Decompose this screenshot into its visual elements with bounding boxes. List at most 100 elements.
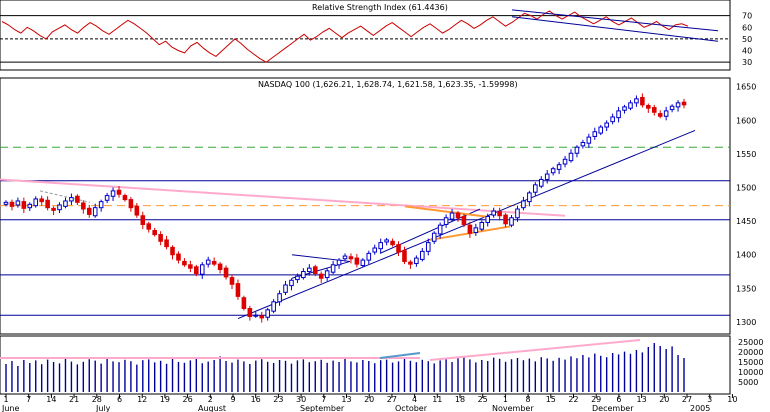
- candle-body: [27, 203, 33, 209]
- candle-body: [247, 307, 253, 318]
- volume-tick-label: 20000: [738, 348, 763, 357]
- price-title: NASDAQ 100 (1,626.21, 1,628.74, 1,621.58…: [258, 80, 518, 89]
- rsi-y-axis: 30 40 50 60 70: [742, 12, 752, 68]
- x-day-label: 20: [659, 395, 669, 404]
- x-day-label: 16: [251, 395, 261, 404]
- candle-body: [51, 207, 56, 211]
- rsi-channel-lower: [511, 16, 719, 42]
- rsi-channel: [511, 9, 719, 42]
- x-day-label: 25: [478, 395, 488, 404]
- candle-body: [81, 202, 86, 210]
- candle-body: [241, 297, 247, 309]
- candle-body: [235, 283, 241, 297]
- candle-body: [146, 223, 152, 230]
- candle-body: [503, 214, 508, 225]
- candle-body: [515, 208, 520, 219]
- candle-body: [9, 201, 15, 207]
- x-day-label: 10: [727, 395, 737, 404]
- candle-body: [580, 141, 586, 147]
- rsi-panel: Relative Strength Index (61.4436) 30 40 50…: [0, 0, 752, 71]
- x-day-label: 4: [412, 395, 417, 404]
- candle-body: [229, 277, 235, 285]
- rsi-tick-label: 60: [742, 23, 752, 32]
- candle-body: [289, 279, 294, 287]
- x-day-label: 1: [3, 395, 8, 404]
- x-month-label: June: [1, 404, 20, 412]
- x-day-label: 1: [503, 395, 508, 404]
- price-tick-label: 1450: [736, 217, 756, 226]
- x-day-label: 6: [117, 395, 122, 404]
- x-month-label: 2005: [690, 404, 710, 412]
- uptrend-line: [237, 129, 696, 320]
- candle-body: [265, 309, 270, 318]
- volume-trend-pink-2: [429, 339, 641, 361]
- x-day-label: 27: [387, 395, 397, 404]
- candle-body: [307, 267, 312, 273]
- candle-body: [98, 201, 104, 209]
- candle-body: [69, 197, 74, 202]
- candle-body: [443, 217, 449, 225]
- candle-body: [431, 232, 437, 242]
- candle-body: [622, 106, 627, 111]
- candle-body: [408, 261, 413, 265]
- candle-body: [33, 198, 39, 207]
- rsi-tick-label: 50: [742, 35, 752, 44]
- candle-body: [318, 273, 324, 279]
- candle-body: [414, 257, 419, 264]
- candle-body: [164, 239, 169, 248]
- candle-body: [479, 221, 485, 230]
- volume-bars: [5, 343, 685, 392]
- candle-body: [378, 242, 383, 250]
- x-day-label: 29: [591, 395, 601, 404]
- price-panel: NASDAQ 100 (1,626.21, 1,628.74, 1,621.58…: [0, 77, 756, 335]
- candle-body: [205, 259, 211, 265]
- candle-body: [467, 224, 473, 234]
- volume-frame: [0, 335, 731, 395]
- x-day-label: 21: [69, 395, 79, 404]
- price-tick-label: 1650: [736, 83, 756, 92]
- candle-body: [75, 195, 80, 203]
- candle-body: [86, 207, 92, 215]
- candle-body: [521, 200, 526, 209]
- x-axis: 1 7 14 21 28 6 12 19 26 2 9 16 23 30 7 13 20 27 4 11 18 25 1 8 1…: [1, 394, 737, 412]
- candle-body: [194, 266, 199, 275]
- volume-tick-label: 5000: [738, 378, 758, 387]
- candle-body: [610, 116, 615, 123]
- price-tick-label: 1550: [736, 150, 756, 159]
- candle-body: [211, 260, 217, 265]
- candle-body: [616, 110, 621, 119]
- candle-body: [301, 271, 306, 279]
- candle-body: [336, 259, 342, 266]
- price-levels: [0, 146, 730, 316]
- x-day-label: 7: [26, 395, 31, 404]
- x-day-label: 28: [92, 395, 102, 404]
- candle-body: [182, 260, 187, 266]
- candle-body: [277, 293, 282, 303]
- candle-body: [556, 164, 562, 170]
- candle-body: [538, 178, 544, 187]
- x-day-label: 15: [546, 395, 556, 404]
- candle-body: [271, 301, 276, 312]
- x-day-label: 14: [46, 395, 56, 404]
- candle-body: [45, 199, 50, 209]
- volume-trendlines: [0, 339, 641, 361]
- candle-body: [657, 113, 663, 117]
- candle-body: [681, 101, 687, 106]
- x-day-label: 12: [137, 395, 147, 404]
- x-day-label: 7: [321, 395, 326, 404]
- candle-body: [675, 102, 681, 108]
- candle-body: [437, 224, 443, 235]
- candle-body: [110, 190, 116, 197]
- rsi-levels: [0, 15, 730, 63]
- candle-body: [312, 266, 318, 275]
- x-month-label: August: [198, 404, 226, 412]
- rsi-tick-label: 30: [742, 58, 752, 67]
- candle-body: [550, 168, 556, 174]
- candle-body: [116, 189, 122, 195]
- downtrend-line: [0, 178, 566, 217]
- x-day-label: 20: [364, 395, 374, 404]
- candle-body: [39, 198, 44, 203]
- candle-body: [586, 136, 592, 144]
- candle-body: [259, 315, 265, 319]
